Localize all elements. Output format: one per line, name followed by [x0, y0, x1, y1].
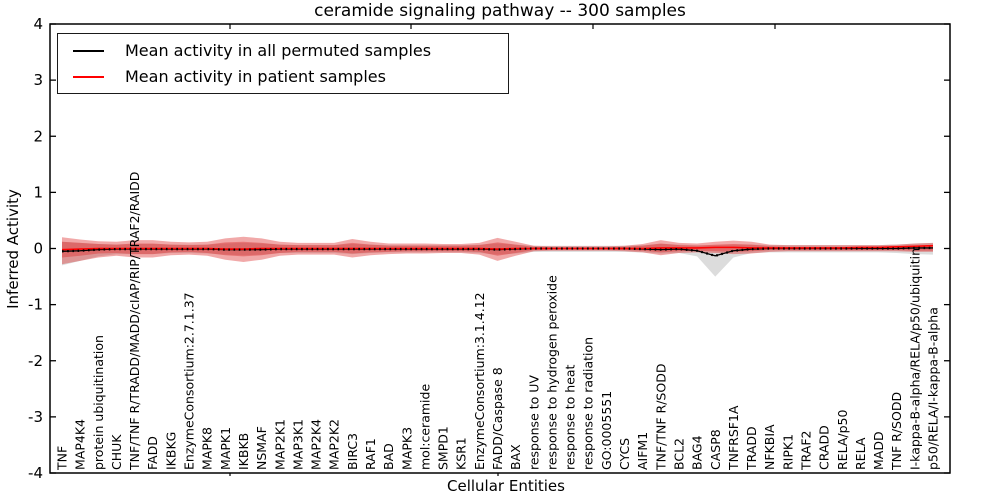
x-tick-label: RIPK1: [780, 434, 795, 470]
x-tick-label: IKBKG: [163, 432, 178, 470]
x-tick-label: p50/RELA/I-kappa-B-alpha: [926, 307, 941, 470]
y-tick-label: 2: [33, 127, 43, 145]
x-tick-label: BIRC3: [345, 433, 360, 470]
y-tick-label: 0: [33, 240, 43, 258]
permuted-range-band: [62, 241, 933, 277]
patient-outer-band: [62, 236, 933, 265]
legend-label-patient: Mean activity in patient samples: [125, 67, 386, 86]
x-tick-label: SMPD1: [436, 426, 451, 470]
x-tick-label: AIFM1: [635, 432, 650, 470]
x-tick-label: GO:0005551: [599, 391, 614, 470]
x-tick-label: TNFRSF1A: [726, 405, 741, 471]
x-tick-label: response to hydrogen peroxide: [544, 275, 559, 470]
x-tick-label: TNF R/SODD: [889, 392, 904, 471]
x-tick-label: TNF/TNF R/TRADD/MADD/cIAP/RIP/TRAF2/RAID…: [127, 172, 142, 471]
x-tick-label: TNF/TNF R/SODD: [653, 364, 668, 471]
x-tick-label: EnzymeConsortium:2.7.1.37: [182, 292, 197, 470]
x-tick-label: CRADD: [817, 425, 832, 470]
x-axis-label: Cellular Entities: [447, 477, 565, 495]
legend-item-patient: Mean activity in patient samples: [73, 67, 508, 86]
legend: Mean activity in all permuted samples Me…: [57, 33, 509, 94]
chart-title: ceramide signaling pathway -- 300 sample…: [314, 1, 686, 21]
x-tick-label: RAF1: [363, 438, 378, 470]
x-tick-label: MAP2K1: [272, 419, 287, 470]
y-tick-label: 4: [33, 15, 43, 33]
permuted-line-swatch: [73, 49, 104, 52]
y-tick-label: -1: [28, 296, 43, 314]
x-tick-label: EnzymeConsortium:3.1.4.12: [472, 292, 487, 470]
x-tick-label: KSR1: [454, 437, 469, 470]
x-tick-label: I-kappa-B-alpha/RELA/p50/ubiquitin: [907, 248, 922, 470]
x-tick-label: CHUK: [109, 434, 124, 470]
x-tick-label: MAP4K4: [73, 419, 88, 470]
x-tick-label: MAPK1: [218, 427, 233, 470]
x-tick-label: TRAF2: [798, 430, 813, 471]
x-tick-label: NFKBIA: [762, 424, 777, 470]
x-tick-label: protein ubiquitination: [91, 335, 106, 470]
x-tick-label: response to radiation: [581, 337, 596, 470]
x-tick-label: MAP3K1: [290, 419, 305, 470]
x-tick-label: MAP2K2: [327, 419, 342, 470]
x-tick-label: response to heat: [563, 364, 578, 470]
x-tick-label: response to UV: [526, 375, 541, 470]
legend-label-permuted: Mean activity in all permuted samples: [125, 41, 432, 60]
y-tick-label: 3: [33, 71, 43, 89]
y-tick-label: -4: [28, 464, 43, 482]
patient-line-swatch: [73, 75, 104, 78]
x-tick-label: BAD: [381, 443, 396, 470]
y-tick-label: 1: [33, 183, 43, 201]
y-tick-label: -3: [28, 408, 43, 426]
patient-mean-line: [61, 244, 934, 251]
legend-item-permuted: Mean activity in all permuted samples: [73, 41, 508, 60]
x-tick-label: NSMAF: [254, 426, 269, 470]
x-tick-label: IKBKB: [236, 433, 251, 470]
x-tick-label: TRADD: [744, 426, 759, 471]
x-tick-label: MAPK8: [200, 427, 215, 470]
x-tick-label: MAP2K4: [309, 419, 324, 470]
x-tick-label: CASP8: [708, 429, 723, 470]
x-tick-label: FADD: [145, 436, 160, 470]
x-tick-label: BCL2: [671, 438, 686, 470]
x-tick-label: mol:ceramide: [417, 384, 432, 470]
x-tick-label: BAX: [508, 444, 523, 470]
x-tick-label: RELA: [853, 437, 868, 470]
x-tick-label: BAG4: [690, 435, 705, 470]
x-tick-label: MADD: [871, 431, 886, 470]
x-tick-label: MAPK3: [399, 427, 414, 470]
x-tick-label: FADD/Caspase 8: [490, 367, 505, 470]
x-tick-label: RELA/p50: [835, 410, 850, 470]
x-tick-label: TNF: [55, 446, 70, 471]
y-tick-label: -2: [28, 352, 43, 370]
x-tick-label: CYCS: [617, 438, 632, 470]
